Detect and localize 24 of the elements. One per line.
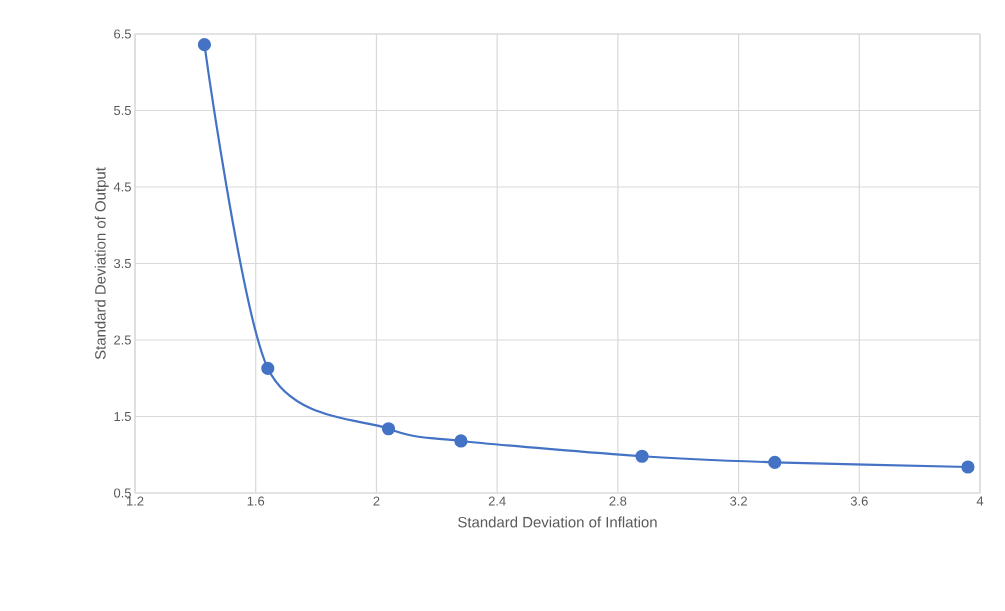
x-axis-title: Standard Deviation of Inflation: [458, 516, 657, 528]
x-tick-label: 2.4: [488, 496, 506, 506]
x-tick-label: 3.2: [730, 496, 747, 506]
point: [635, 449, 649, 463]
x-tick-label: 2.8: [609, 496, 627, 506]
y-tick-label: 6.5: [114, 29, 131, 39]
y-axis-title: Standard Deviation of Output: [94, 167, 109, 360]
x-tick-label: 2: [373, 496, 380, 506]
y-tick-label: 5.5: [114, 105, 131, 115]
x-tick-label: 1.2: [126, 496, 144, 506]
point: [381, 422, 396, 436]
y-tick-label: 0.5: [113, 488, 131, 498]
x-tick-label: 3.6: [850, 496, 868, 506]
x-tick-label: 1.6: [247, 496, 265, 506]
y-tick-label: 2.5: [114, 335, 131, 345]
point: [454, 434, 468, 448]
point: [197, 38, 212, 52]
point: [961, 460, 975, 474]
point: [261, 361, 275, 375]
y-tick-label: 3.5: [113, 258, 131, 269]
y-tick-label: 4.5: [113, 182, 131, 192]
x-tick-label: 4: [976, 496, 984, 506]
y-tick-label: 1.5: [114, 411, 131, 421]
point: [768, 455, 782, 469]
